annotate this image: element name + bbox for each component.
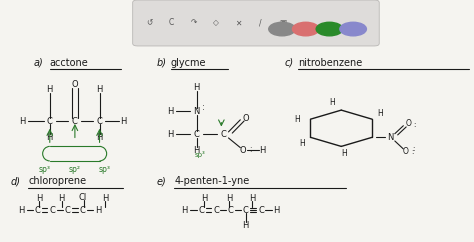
FancyBboxPatch shape: [133, 0, 379, 46]
Text: H: H: [46, 85, 53, 94]
Text: H: H: [329, 98, 335, 107]
Text: ◇: ◇: [213, 18, 219, 27]
Text: H: H: [201, 194, 207, 203]
Text: C: C: [169, 18, 174, 27]
Text: sp²: sp²: [69, 165, 81, 174]
Text: :: :: [410, 149, 413, 155]
Circle shape: [340, 22, 366, 36]
Text: H: H: [193, 145, 200, 155]
Text: C: C: [80, 205, 85, 215]
Text: ▣: ▣: [279, 18, 287, 27]
Circle shape: [292, 22, 319, 36]
Text: C: C: [228, 205, 234, 215]
Text: H: H: [226, 194, 233, 203]
Text: H: H: [36, 194, 42, 203]
Text: H: H: [19, 116, 26, 126]
Text: :: :: [412, 146, 415, 152]
Text: a): a): [33, 58, 43, 68]
Text: H: H: [96, 133, 103, 143]
Text: O: O: [405, 119, 411, 128]
Text: H: H: [58, 194, 65, 203]
Text: H: H: [242, 220, 249, 230]
Text: H: H: [294, 115, 300, 124]
Text: ✕: ✕: [235, 18, 242, 27]
Text: C: C: [213, 205, 219, 215]
Text: C: C: [194, 130, 200, 139]
Text: H: H: [96, 85, 103, 94]
Text: H: H: [259, 145, 266, 155]
Text: H: H: [273, 205, 280, 215]
Text: C: C: [72, 116, 78, 126]
Text: O: O: [72, 80, 78, 89]
Text: sp³: sp³: [98, 165, 110, 174]
Text: C: C: [199, 205, 204, 215]
Text: b): b): [156, 58, 166, 68]
Text: C: C: [243, 205, 248, 215]
Text: H: H: [167, 107, 174, 116]
Text: e): e): [156, 176, 166, 187]
Text: H: H: [341, 149, 346, 158]
Text: C: C: [258, 205, 264, 215]
Text: C: C: [221, 130, 227, 139]
Text: O: O: [243, 114, 249, 123]
Text: O: O: [402, 147, 408, 156]
Text: O: O: [239, 145, 246, 155]
Text: Cl: Cl: [79, 193, 87, 202]
Text: 4-penten-1-yne: 4-penten-1-yne: [174, 176, 250, 187]
Text: sp³: sp³: [39, 165, 51, 174]
Text: H: H: [193, 83, 200, 92]
Text: H: H: [181, 205, 187, 215]
Text: C: C: [65, 205, 71, 215]
Text: ↷: ↷: [191, 18, 197, 27]
Text: H: H: [102, 194, 109, 203]
Text: d): d): [10, 176, 20, 187]
Text: sp³: sp³: [195, 151, 206, 158]
Text: nitrobenzene: nitrobenzene: [298, 58, 362, 68]
Text: c): c): [284, 58, 293, 68]
Text: H: H: [299, 139, 305, 148]
Text: C: C: [49, 205, 55, 215]
Text: :: :: [413, 122, 416, 128]
Text: N: N: [193, 107, 200, 116]
Text: H: H: [18, 205, 24, 215]
Circle shape: [316, 22, 343, 36]
Text: ▪: ▪: [303, 18, 308, 27]
Text: H: H: [95, 205, 101, 215]
Text: :: :: [202, 103, 205, 112]
Text: H: H: [120, 116, 127, 126]
Text: C: C: [47, 116, 53, 126]
Text: ↺: ↺: [146, 18, 153, 27]
Text: N: N: [387, 133, 393, 142]
Text: C: C: [35, 205, 40, 215]
Text: /: /: [259, 18, 262, 27]
Text: H: H: [378, 109, 383, 118]
Text: acctone: acctone: [50, 58, 89, 68]
Text: H: H: [249, 194, 255, 203]
Text: chloroprene: chloroprene: [28, 176, 87, 187]
Text: :: :: [249, 145, 252, 154]
Text: H: H: [46, 133, 53, 143]
Circle shape: [269, 22, 295, 36]
Text: H: H: [167, 130, 174, 139]
Text: C: C: [97, 116, 102, 126]
Text: glycme: glycme: [171, 58, 206, 68]
